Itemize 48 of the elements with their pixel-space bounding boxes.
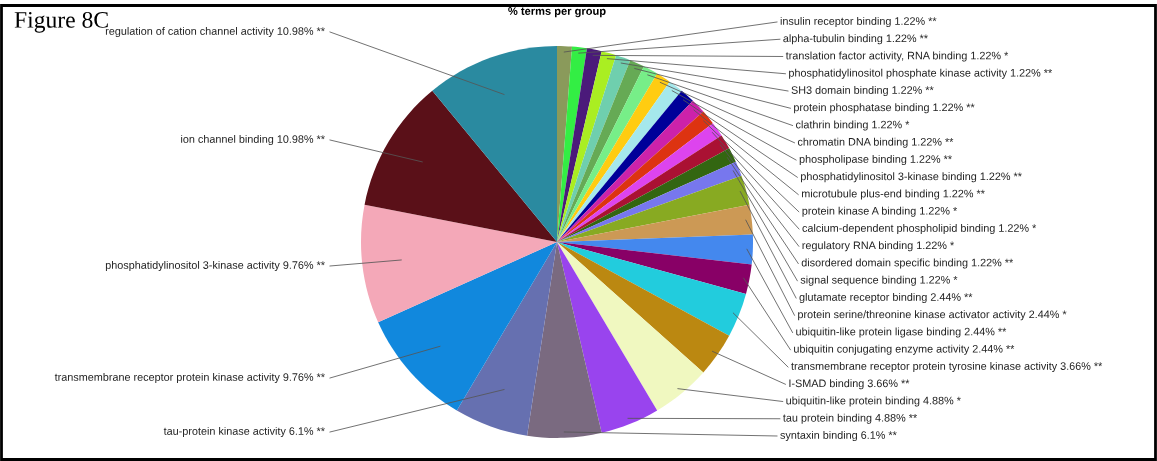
slice-label: transmembrane receptor protein tyrosine kinase activity 3.66% ** [791,361,1103,373]
slice-label: regulatory RNA binding 1.22% * [802,241,954,252]
slice-label: signal sequence binding 1.22% * [800,275,958,286]
pie-slice [557,242,730,373]
slice-label: disordered domain specific binding 1.22% ** [801,258,1014,269]
slice-label: protein serine/threonine kinase activator activity 2.44% * [798,310,1067,321]
slice-label: translation factor activity, RNA binding 1.22% * [785,51,1009,62]
pie-slice [364,90,557,242]
pie-slice [557,60,644,242]
slice-label: phospholipase binding 1.22% ** [799,154,952,166]
slice-label: I-SMAD binding 3.66% ** [789,379,910,390]
pie-slice [527,242,602,438]
pie-slice [456,242,557,436]
slice-label: alpha-tubulin binding 1.22% ** [783,34,928,45]
pie-slice [557,161,742,242]
slice-label: ubiquitin conjugating enzyme activity 2.44% ** [794,344,1015,355]
slice-label: insulin receptor binding 1.22% ** [780,16,937,28]
slice-label: chromatin DNA binding 1.22% ** [797,137,954,148]
slice-label: glutamate receptor binding 2.44% ** [799,292,973,304]
pie-slice [557,242,752,294]
pie-slice [557,48,602,242]
slice-label: calcium-dependent phospholipid binding 1.22% * [802,223,1037,235]
slice-label: ubiquitin-like protein binding 4.88% * [786,396,961,407]
slice-label: tau protein binding 4.88% ** [783,413,918,424]
slice-label: SH3 domain binding 1.22% ** [791,85,934,97]
slice-label: ion channel binding 10.98% ** [181,134,325,146]
pie-slice [557,242,704,411]
pie-slice [361,204,557,323]
slice-label: phosphatidylinositol 3-kinase binding 1.22% ** [801,172,1022,183]
pie-slice [557,204,753,242]
slice-label: tau-protein kinase activity 6.1% ** [163,426,325,438]
pie-slice [378,242,557,411]
pie-slice [557,175,750,242]
slice-label: phosphatidylinositol phosphate kinase activity 1.22% ** [789,68,1053,79]
pie-slice [432,46,557,242]
slice-label: clathrin binding 1.22% * [796,120,910,131]
pie-slice [557,242,746,336]
slice-label: transmembrane receptor protein kinase activity 9.76% ** [54,372,325,384]
pie-slice [557,55,631,242]
slice-label: syntaxin binding 6.1% ** [780,430,897,442]
slice-label: protein phosphatase binding 1.22% ** [794,103,975,114]
slice-label: ubiquitin-like protein ligase binding 2.44% ** [796,327,1007,338]
pie-slice [557,46,587,242]
slice-label: microtubule plus-end binding 1.22% ** [801,189,985,200]
slice-label: protein kinase A binding 1.22% * [802,206,958,217]
chart-title: % terms per group [508,7,606,18]
slice-label: phosphatidylinositol 3-kinase activity 9.76% ** [105,260,325,272]
pie-slice [557,242,658,433]
